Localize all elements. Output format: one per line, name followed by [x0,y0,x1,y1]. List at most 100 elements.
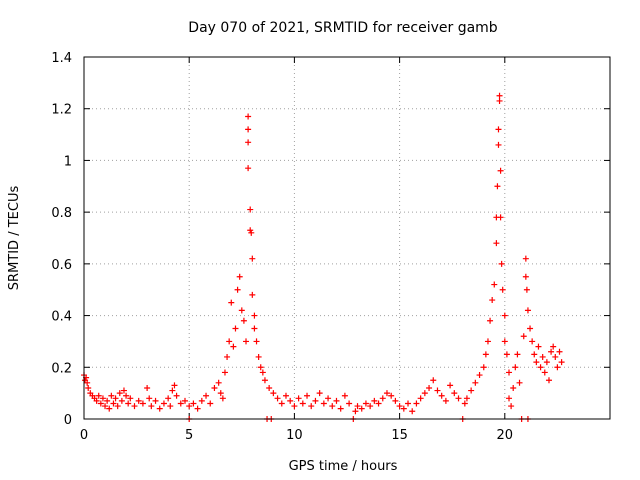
data-point [493,240,500,247]
data-point [516,379,523,386]
data-point [421,390,428,397]
data-point [506,395,513,402]
data-point [487,317,494,324]
data-point [484,338,491,345]
data-point [167,403,174,410]
data-point [148,403,155,410]
data-point [245,126,252,133]
data-point [266,384,273,391]
data-point [501,312,508,319]
data-point [325,395,332,402]
data-point [228,299,235,306]
data-point [236,273,243,280]
data-point [211,384,218,391]
data-point [375,400,382,407]
data-point [510,384,517,391]
plot-frame [83,56,611,420]
grid-layer [84,57,610,419]
data-point [539,353,546,360]
data-point [215,379,222,386]
data-point [434,387,441,394]
data-point [181,397,188,404]
y-tick-label: 0.8 [51,206,72,221]
data-point [186,403,193,410]
data-point [405,400,412,407]
data-point [312,397,319,404]
data-point [396,403,403,410]
data-point [558,359,565,366]
data-point [501,338,508,345]
data-point [257,364,264,371]
data-point [316,390,323,397]
data-point [489,297,496,304]
data-point [455,395,462,402]
data-point [243,338,250,345]
data-point [552,353,559,360]
data-point [543,359,550,366]
y-tick-label: 0.6 [51,258,72,273]
data-point [535,343,542,350]
data-point [203,392,210,399]
data-point [497,167,504,174]
data-point [116,390,123,397]
data-point [110,400,117,407]
data-point [198,397,205,404]
data-point [135,397,142,404]
data-point [499,286,506,293]
data-point [219,395,226,402]
data-point [217,390,224,397]
data-point [190,400,197,407]
data-point [245,113,252,120]
data-point [496,97,503,104]
data-point [270,390,277,397]
data-point [362,400,369,407]
data-point [346,400,353,407]
data-point [123,392,130,399]
y-tick-label: 0.4 [51,310,72,325]
data-point [354,403,361,410]
data-point [482,351,489,358]
data-point [177,400,184,407]
data-point [104,397,111,404]
data-point [495,141,502,148]
data-point [409,408,416,415]
data-point [329,403,336,410]
data-point [523,286,530,293]
data-point [371,397,378,404]
data-point [255,353,262,360]
x-tick-label: 5 [185,428,193,443]
data-point [85,384,92,391]
data-point [234,286,241,293]
data-point [524,307,531,314]
data-point [358,405,365,412]
data-point [417,395,424,402]
data-point [251,312,258,319]
data-point [251,325,258,332]
data-point [171,382,178,389]
data-point [367,403,374,410]
data-point [84,379,91,386]
data-point [131,403,138,410]
data-point [556,348,563,355]
data-point [438,392,445,399]
data-point [498,260,505,267]
data-point [112,395,119,402]
data-point [451,390,458,397]
data-points [81,92,565,422]
data-point [379,395,386,402]
data-point [476,372,483,379]
data-point [207,400,214,407]
data-point [156,405,163,412]
data-point [541,369,548,376]
data-point [139,400,146,407]
data-point [413,400,420,407]
data-point [278,400,285,407]
data-point [554,364,561,371]
data-point [497,214,504,221]
data-point [106,405,113,412]
data-point [320,400,327,407]
data-point [114,403,121,410]
data-point [426,384,433,391]
data-point [152,397,159,404]
